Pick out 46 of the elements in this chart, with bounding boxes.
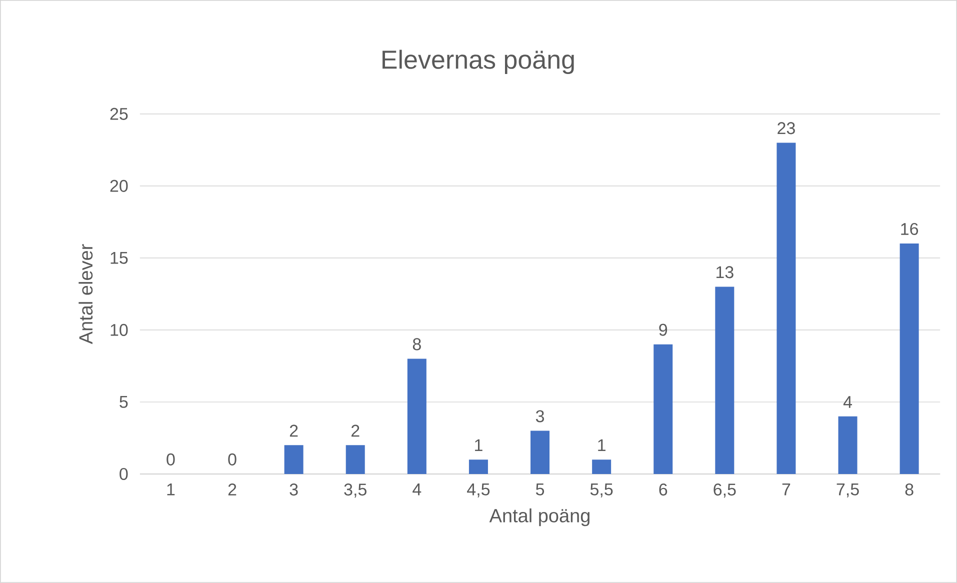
- bar: [346, 445, 365, 474]
- bar: [407, 358, 426, 474]
- data-label: 0: [228, 453, 236, 466]
- bar: [776, 142, 796, 474]
- x-tick-label: 3,5: [344, 484, 366, 498]
- x-axis-title: Antal poäng: [489, 508, 590, 526]
- data-label: 3: [536, 410, 544, 422]
- x-tick-label: 1: [167, 484, 175, 496]
- y-tick-label: 25: [110, 108, 128, 120]
- x-tick-label: 8: [905, 484, 914, 496]
- x-tick-label: 7,5: [836, 484, 859, 498]
- data-label: 2: [290, 424, 298, 437]
- y-tick-label: 15: [110, 252, 128, 264]
- data-label: 2: [351, 424, 360, 437]
- bar: [715, 286, 734, 474]
- x-tick-label: 2: [228, 484, 236, 496]
- x-tick-label: 4,5: [467, 484, 490, 498]
- bar: [654, 344, 673, 474]
- chart-title: Elevernas poäng: [382, 50, 574, 74]
- x-tick-label: 4: [412, 484, 422, 496]
- data-label: 8: [412, 338, 421, 350]
- x-tick-label: 6: [659, 484, 668, 496]
- data-label: 16: [901, 223, 918, 236]
- data-label: 13: [716, 266, 734, 278]
- bar: [900, 244, 919, 474]
- y-tick-label: 10: [110, 324, 128, 336]
- y-axis-title: Antal elever: [78, 244, 93, 344]
- data-label: 9: [659, 324, 668, 336]
- x-tick-label: 5,5: [590, 484, 613, 498]
- x-tick-label: 5: [536, 484, 544, 496]
- data-label: 23: [778, 122, 795, 134]
- bar: [838, 416, 858, 474]
- y-tick-label: 20: [110, 180, 128, 192]
- bar: [468, 460, 488, 474]
- data-label: 4: [843, 396, 852, 408]
- data-label: 1: [598, 439, 606, 452]
- data-label: 0: [166, 453, 175, 466]
- x-tick-label: 6,5: [714, 484, 736, 498]
- data-label: 1: [475, 439, 482, 452]
- y-tick-label: 0: [120, 468, 128, 480]
- x-tick-label: 3: [290, 484, 298, 496]
- bar: [284, 445, 304, 474]
- bar: [530, 430, 550, 474]
- y-tick-label: 5: [120, 396, 128, 408]
- bar: [592, 460, 612, 474]
- x-tick-label: 7: [782, 484, 790, 496]
